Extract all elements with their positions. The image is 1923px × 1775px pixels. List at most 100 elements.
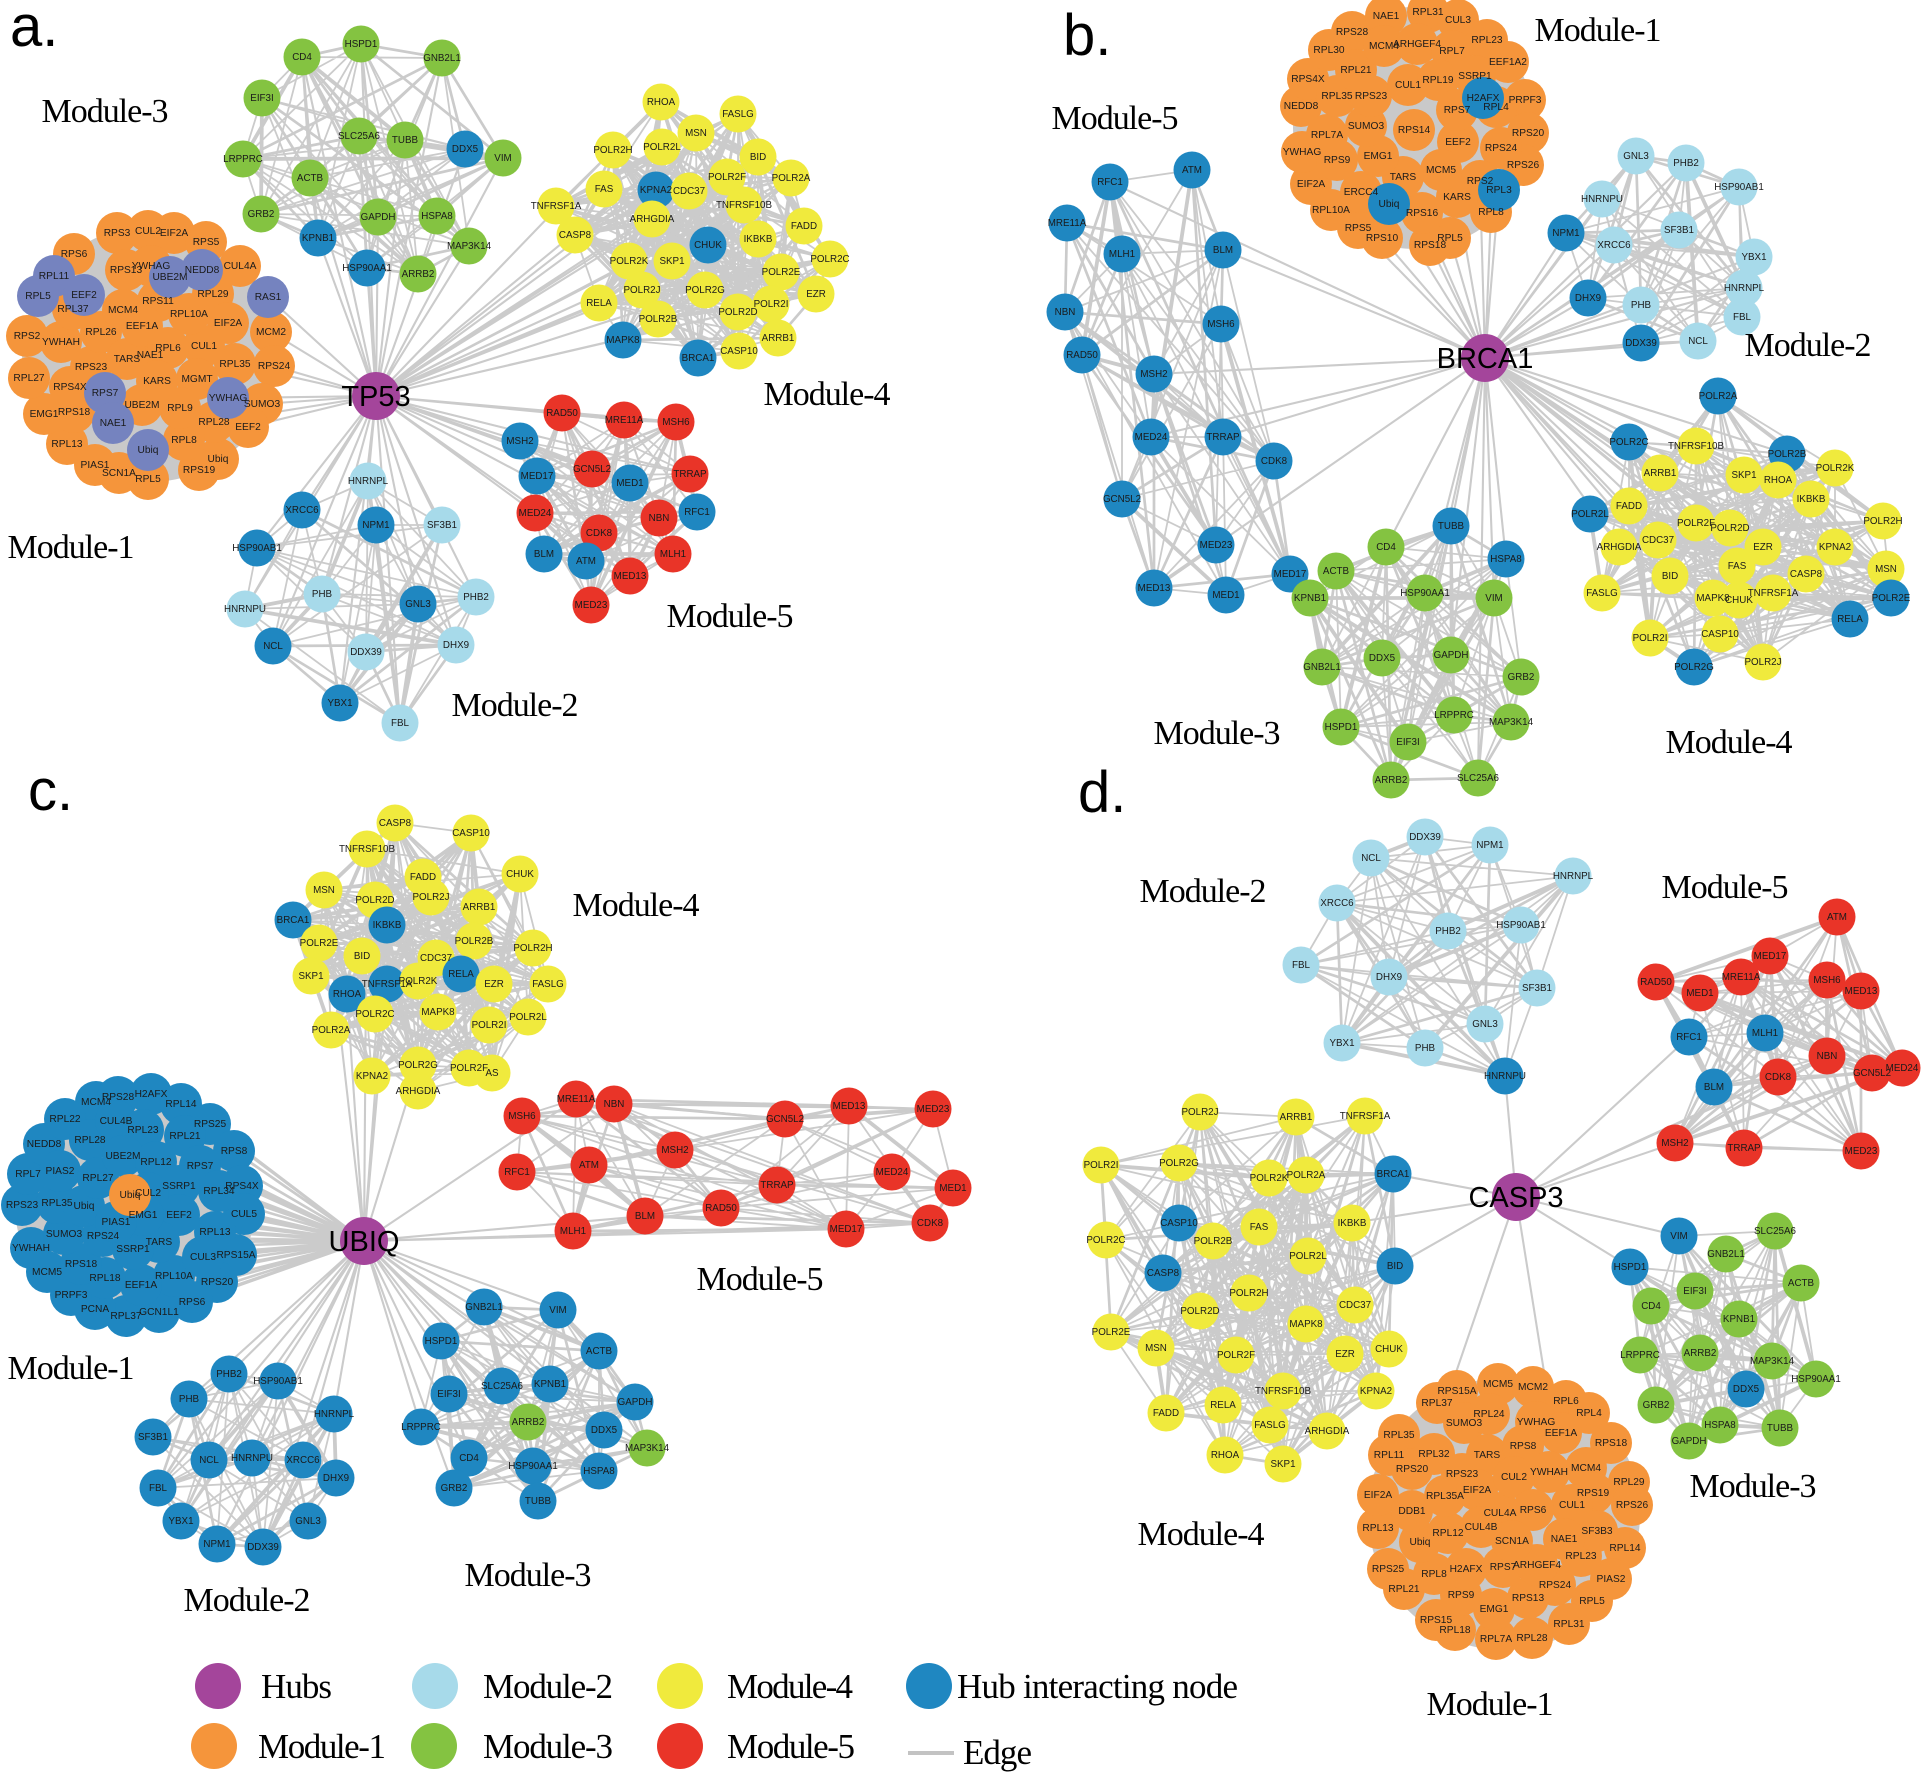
svg-text:MCM4: MCM4: [81, 1097, 111, 1108]
svg-text:CASP8: CASP8: [1790, 569, 1823, 580]
svg-text:RPS24: RPS24: [258, 361, 291, 372]
svg-text:KPNA2: KPNA2: [1360, 1386, 1392, 1397]
svg-text:RPL31: RPL31: [1412, 7, 1443, 18]
svg-text:DDB1: DDB1: [1398, 1506, 1426, 1517]
svg-text:VIM: VIM: [1670, 1231, 1687, 1242]
svg-text:DDX5: DDX5: [1733, 1384, 1760, 1395]
svg-text:RPS20: RPS20: [1512, 128, 1545, 139]
svg-text:DDX39: DDX39: [1625, 338, 1657, 349]
svg-text:RPS20: RPS20: [1396, 1464, 1429, 1475]
svg-text:RPS10: RPS10: [1366, 233, 1399, 244]
svg-text:RPL35A: RPL35A: [1426, 1491, 1464, 1502]
svg-text:MLH1: MLH1: [1109, 249, 1135, 260]
svg-text:POLR2J: POLR2J: [1181, 1107, 1218, 1118]
svg-text:TRRAP: TRRAP: [1727, 1143, 1761, 1154]
svg-text:Ubiq: Ubiq: [138, 445, 159, 456]
svg-text:RPL7A: RPL7A: [1480, 1634, 1512, 1645]
svg-text:NPM1: NPM1: [362, 520, 389, 531]
svg-text:TNFRSF1A: TNFRSF1A: [1340, 1111, 1391, 1122]
svg-text:TP53: TP53: [341, 381, 410, 413]
svg-text:H2AFX: H2AFX: [1450, 1564, 1483, 1575]
svg-text:CD4: CD4: [1641, 1301, 1661, 1312]
svg-text:Module-5: Module-5: [667, 598, 794, 635]
svg-text:NEDD8: NEDD8: [1284, 101, 1319, 112]
svg-text:RELA: RELA: [448, 969, 474, 980]
svg-text:RPS23: RPS23: [1446, 1469, 1479, 1480]
svg-text:CASP10: CASP10: [1160, 1218, 1198, 1229]
svg-text:YWHAG: YWHAG: [209, 393, 248, 404]
svg-text:PCNA: PCNA: [81, 1304, 110, 1315]
svg-text:MAP3K14: MAP3K14: [447, 241, 492, 252]
svg-text:RPL35: RPL35: [1321, 91, 1352, 102]
svg-text:POLR2A: POLR2A: [312, 1025, 351, 1036]
svg-text:GCN5L2: GCN5L2: [573, 464, 611, 475]
svg-text:EZR: EZR: [1335, 1349, 1355, 1360]
svg-text:NCL: NCL: [263, 641, 283, 652]
svg-text:PIAS1: PIAS1: [102, 1217, 131, 1228]
svg-text:HSP90AB1: HSP90AB1: [253, 1376, 303, 1387]
svg-text:RAD50: RAD50: [705, 1203, 737, 1214]
svg-text:GRB2: GRB2: [1643, 1400, 1670, 1411]
svg-text:H2AFX: H2AFX: [135, 1089, 168, 1100]
svg-text:RPL14: RPL14: [165, 1099, 196, 1110]
svg-text:GCN5L2: GCN5L2: [1853, 1068, 1891, 1079]
svg-text:FAS: FAS: [595, 184, 614, 195]
svg-text:RPL32: RPL32: [1418, 1449, 1449, 1460]
svg-text:POLR2E: POLR2E: [1092, 1327, 1131, 1338]
svg-text:GNL3: GNL3: [405, 599, 431, 610]
svg-text:GNB2L1: GNB2L1: [423, 53, 461, 64]
svg-text:RPL8: RPL8: [171, 435, 197, 446]
svg-text:CHUK: CHUK: [1375, 1344, 1403, 1355]
svg-text:RPL19: RPL19: [1422, 75, 1453, 86]
svg-text:RAD50: RAD50: [546, 408, 578, 419]
svg-text:NPM1: NPM1: [1476, 840, 1503, 851]
svg-text:RPL34: RPL34: [203, 1186, 234, 1197]
svg-text:POLR2D: POLR2D: [718, 307, 757, 318]
svg-text:RPL26: RPL26: [85, 327, 116, 338]
svg-text:MSN: MSN: [313, 885, 335, 896]
svg-text:Module-5: Module-5: [1662, 869, 1789, 906]
svg-text:EMG1: EMG1: [1480, 1604, 1509, 1615]
svg-text:IKBKB: IKBKB: [1338, 1218, 1367, 1229]
svg-text:POLR2G: POLR2G: [1159, 1158, 1199, 1169]
svg-text:RPL29: RPL29: [1613, 1477, 1644, 1488]
svg-text:PRPF3: PRPF3: [1509, 95, 1542, 106]
svg-text:RHOA: RHOA: [333, 989, 362, 1000]
svg-text:ACTB: ACTB: [1788, 1278, 1815, 1289]
svg-text:TNFRSF1A: TNFRSF1A: [531, 201, 582, 212]
svg-text:CASP10: CASP10: [452, 828, 490, 839]
svg-text:RPS16: RPS16: [1406, 208, 1439, 219]
svg-text:POLR2E: POLR2E: [1872, 593, 1911, 604]
svg-text:PHB: PHB: [312, 589, 333, 600]
svg-text:MAPK8: MAPK8: [1289, 1319, 1323, 1330]
svg-text:CUL4B: CUL4B: [100, 1116, 133, 1127]
svg-text:XRCC6: XRCC6: [286, 1455, 320, 1466]
svg-text:RPL31: RPL31: [1553, 1619, 1584, 1630]
svg-text:TNFRSF10B: TNFRSF10B: [1255, 1386, 1312, 1397]
svg-text:RPS7: RPS7: [187, 1161, 214, 1172]
svg-text:MSH2: MSH2: [1140, 369, 1167, 380]
svg-text:MCM4: MCM4: [108, 305, 138, 316]
svg-text:RPS2: RPS2: [14, 331, 41, 342]
svg-text:TNFRSF10B: TNFRSF10B: [716, 200, 773, 211]
svg-text:NBN: NBN: [1055, 307, 1076, 318]
svg-text:SUMO3: SUMO3: [1446, 1418, 1483, 1429]
svg-text:ACTB: ACTB: [586, 1346, 613, 1357]
svg-text:PIAS2: PIAS2: [1597, 1574, 1626, 1585]
svg-text:DHX9: DHX9: [443, 640, 469, 651]
svg-text:MAPK8: MAPK8: [606, 335, 640, 346]
svg-text:ARHGEF4: ARHGEF4: [1393, 39, 1441, 50]
svg-text:MED13: MED13: [833, 1101, 866, 1112]
svg-text:NPM1: NPM1: [1552, 228, 1579, 239]
svg-text:PRPF3: PRPF3: [55, 1290, 88, 1301]
svg-text:GRB2: GRB2: [441, 1483, 468, 1494]
svg-text:ATM: ATM: [576, 556, 596, 567]
svg-text:POLR2L: POLR2L: [643, 142, 681, 153]
svg-text:POLR2I: POLR2I: [1084, 1160, 1119, 1171]
svg-text:CD4: CD4: [1376, 542, 1396, 553]
svg-text:SSRP1: SSRP1: [1458, 71, 1492, 82]
svg-text:POLR2D: POLR2D: [1180, 1306, 1219, 1317]
svg-text:RPS18: RPS18: [1414, 240, 1447, 251]
svg-text:RPS28: RPS28: [102, 1092, 135, 1103]
svg-text:POLR2K: POLR2K: [1250, 1173, 1289, 1184]
